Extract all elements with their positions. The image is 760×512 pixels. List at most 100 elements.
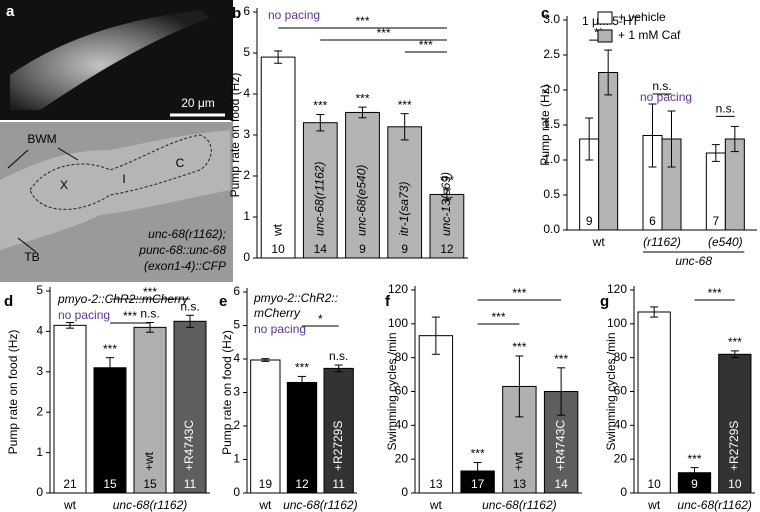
bar — [429, 193, 465, 259]
error-bar — [730, 350, 739, 359]
y-tick-label: 4 — [233, 351, 240, 365]
y-tick-label: 20 — [395, 451, 409, 465]
significance: *** — [103, 342, 117, 356]
pointer — [17, 237, 37, 253]
error-bar — [585, 117, 594, 161]
y-tick-label: 5 — [233, 318, 240, 332]
bar — [387, 126, 423, 259]
annotation: no pacing — [58, 308, 110, 322]
group-label: unc-68 — [675, 254, 712, 268]
y-tick-label: 60 — [614, 384, 628, 398]
error-bar — [442, 188, 451, 201]
bracket-label: *** — [419, 38, 433, 52]
bracket-label: *** — [512, 286, 526, 300]
error-bar — [711, 144, 720, 162]
bar — [598, 72, 619, 231]
y-tick-label: 0 — [36, 485, 43, 499]
n-label: 19 — [259, 477, 273, 491]
n-label: 6 — [649, 214, 656, 228]
image-panel: 20 μm a BWM X I C TB unc-68(r1162); punc… — [0, 0, 233, 282]
category-label: unc-68(r1162) — [312, 162, 326, 236]
error-bar — [316, 114, 325, 132]
n-label: 10 — [647, 477, 661, 491]
anatomy-label: I — [122, 172, 125, 186]
y-tick-label: 40 — [614, 418, 628, 432]
bar — [260, 56, 296, 259]
y-tick-label: 1.5 — [543, 117, 560, 131]
panel-letter: c — [541, 5, 549, 22]
category-label: unc-68(e540) — [355, 165, 369, 236]
y-axis-label: Swimming cycles /min — [385, 332, 399, 450]
error-bar — [690, 467, 699, 479]
bracket-label: *** — [143, 285, 157, 299]
y-tick-label: 3 — [36, 364, 43, 378]
legend-swatch — [597, 11, 613, 25]
n-label: 10 — [271, 242, 285, 256]
n-label: 14 — [554, 477, 568, 491]
y-tick-label: 3 — [243, 127, 250, 141]
panel-letter: a — [6, 3, 15, 20]
error-bar — [274, 50, 283, 64]
anatomy-label: C — [176, 156, 185, 170]
y-axis-label: Pump rate on food (Hz) — [220, 330, 234, 455]
legend-label: + vehicle — [618, 10, 666, 24]
category-label: wt — [63, 498, 77, 512]
y-tick-label: 40 — [395, 418, 409, 432]
y-tick-label: 60 — [395, 384, 409, 398]
error-bar — [186, 314, 194, 328]
n-label: 12 — [440, 242, 454, 256]
y-tick-label: 0.5 — [543, 187, 560, 201]
significance: n.s. — [180, 299, 199, 313]
bar-label: +R2729S — [331, 421, 345, 471]
significance: *** — [313, 99, 327, 113]
bar — [53, 324, 87, 494]
y-tick-label: 4 — [243, 86, 250, 100]
worm-fluorescence — [10, 10, 210, 110]
bracket-label: * — [318, 312, 323, 326]
bar-label: +R4743C — [553, 420, 567, 471]
n-label: 15 — [103, 477, 117, 491]
bracket-label: *** — [491, 310, 505, 324]
n-label: 15 — [143, 477, 157, 491]
y-tick-label: 2 — [36, 404, 43, 418]
group-label: unc-68(r1162) — [482, 498, 556, 512]
y-tick-label: 100 — [607, 316, 627, 330]
significance: *** — [355, 91, 369, 105]
annotation: no pacing — [254, 322, 306, 336]
caption: punc-68::unc-68 — [138, 243, 226, 257]
anatomy-label: TB — [24, 250, 39, 264]
y-axis-label: Pump rate on food (Hz) — [228, 73, 242, 198]
anatomy-label: X — [60, 178, 68, 192]
category-label: wt — [429, 498, 443, 512]
panel-letter: f — [385, 293, 391, 310]
significance: *** — [471, 447, 485, 461]
error-bar — [667, 110, 676, 168]
n-label: 11 — [184, 477, 197, 491]
y-tick-label: 4 — [36, 324, 43, 338]
y-tick-label: 6 — [233, 284, 240, 298]
group-label: unc-68(r1162) — [283, 498, 357, 512]
error-bar — [66, 322, 74, 329]
n-label: 12 — [295, 477, 309, 491]
error-bar — [106, 357, 114, 379]
y-axis-label: Swimming cycles /min — [604, 332, 618, 450]
bracket-label: *** — [377, 26, 391, 40]
n-label: 9 — [359, 242, 366, 256]
error-bar — [473, 462, 482, 480]
y-axis-label: Pump rate (Hz) — [538, 84, 552, 165]
bar — [173, 320, 207, 494]
bar — [345, 111, 380, 259]
group-label: unc-68(r1162) — [677, 498, 751, 512]
caption: unc-68(r1162); — [148, 227, 226, 241]
error-bar — [557, 367, 566, 416]
category-label: (r1162) — [643, 235, 681, 249]
legend-swatch — [597, 29, 613, 43]
y-tick-label: 0.0 — [543, 222, 560, 236]
y-tick-label: 3.0 — [543, 12, 560, 26]
n-label: 14 — [314, 242, 328, 256]
y-tick-label: 6 — [243, 4, 250, 18]
pointer — [57, 147, 79, 161]
error-bar — [334, 364, 343, 373]
pointer — [7, 149, 29, 169]
